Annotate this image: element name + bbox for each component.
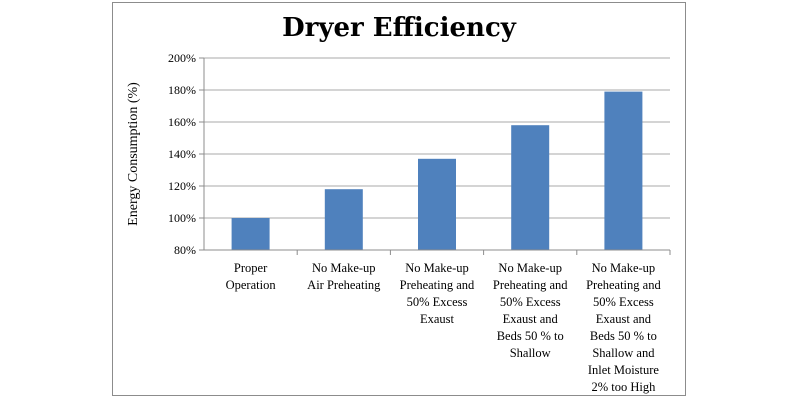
x-tick-label: No Make-up Air Preheating (307, 261, 381, 292)
x-tick-label-line: Shallow and (592, 346, 655, 360)
y-tick-labels: 80% 100% 120% 140% 160% 180% 200% (168, 51, 196, 257)
x-tick-label-line: 50% Excess (407, 295, 468, 309)
x-tick-label-line: No Make-up (405, 261, 469, 275)
x-tick-label-line: Preheating and (400, 278, 475, 292)
bars (231, 91, 643, 250)
x-tick-label-line: Shallow (510, 346, 551, 360)
x-tick-label-line: Preheating and (493, 278, 568, 292)
chart-title: Dryer Efficiency (282, 13, 517, 43)
x-tick-label-line: Beds 50 % to (497, 329, 564, 343)
x-tick-label-line: No Make-up (312, 261, 376, 275)
chart-area (112, 2, 686, 396)
y-tick-label: 80% (174, 243, 196, 257)
y-tick-label: 180% (168, 83, 196, 97)
y-axis-label: Energy Consumption (%) (126, 82, 141, 226)
y-tick-label: 140% (168, 147, 196, 161)
x-tick-label-line: Operation (226, 278, 277, 292)
y-tick-label: 120% (168, 179, 196, 193)
x-tick-label-line: No Make-up (498, 261, 562, 275)
x-tick-label-line: Inlet Moisture (588, 363, 660, 377)
gridlines (199, 57, 671, 255)
y-tick-label: 200% (168, 51, 196, 65)
x-tick-label-line: 2% too High (591, 380, 656, 394)
x-tick-label-line: 50% Excess (500, 295, 561, 309)
x-tick-label: Proper Operation (226, 261, 277, 292)
y-tick-label: 100% (168, 211, 196, 225)
bar (231, 218, 270, 250)
x-tick-label-line: No Make-up (592, 261, 656, 275)
x-tick-label-line: Air Preheating (307, 278, 381, 292)
x-tick-label-line: Preheating and (586, 278, 661, 292)
x-tick-label: No Make-up Preheating and 50% Excess Exaust (400, 261, 475, 326)
x-tick-label: No Make-up Preheating and 50% Excess Exaust… (586, 261, 661, 394)
y-tick-label: 160% (168, 115, 196, 129)
x-tick-label-line: 50% Excess (593, 295, 654, 309)
x-tick-label-line: Beds 50 % to (590, 329, 657, 343)
x-tick-label-line: Exaust and (503, 312, 559, 326)
bar (324, 189, 363, 250)
bar (604, 91, 643, 250)
x-tick-label-line: Exaust (420, 312, 455, 326)
x-tick-label: No Make-up Preheating and 50% Excess Exaust… (493, 261, 568, 360)
bar (418, 158, 456, 250)
x-tick-label-line: Exaust and (596, 312, 652, 326)
bar (511, 125, 550, 250)
x-tick-label-line: Proper (234, 261, 268, 275)
